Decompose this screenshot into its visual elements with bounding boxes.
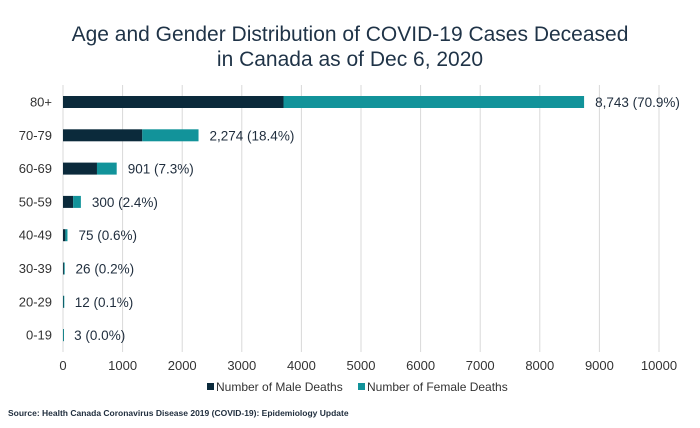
data-label-5: 26 (0.2%) [76, 262, 135, 277]
y-category-label-5: 30-39 [19, 261, 52, 276]
y-category-label-7: 0-19 [26, 328, 52, 343]
y-category-label-0: 80+ [30, 95, 52, 110]
y-category-label-3: 50-59 [19, 194, 52, 209]
y-category-label-4: 40-49 [19, 228, 52, 243]
data-label-0: 8,743 (70.9%) [595, 95, 680, 110]
y-category-label-6: 20-29 [19, 294, 52, 309]
x-tick-label-9: 9000 [585, 358, 614, 373]
bar-female-6 [63, 295, 65, 308]
bar-male-1 [63, 129, 143, 142]
bar-male-0 [63, 96, 284, 108]
data-label-2: 901 (7.3%) [128, 162, 194, 177]
bar-female-1 [142, 129, 199, 142]
y-category-label-2: 60-69 [19, 161, 52, 176]
chart-title: Age and Gender Distribution of COVID-19 … [0, 22, 700, 72]
bar-male-2 [63, 162, 97, 175]
data-label-7: 3 (0.0%) [74, 328, 125, 343]
x-tick-label-5: 5000 [347, 358, 376, 373]
bar-male-6 [63, 295, 64, 308]
y-category-label-1: 70-79 [19, 128, 52, 143]
legend-swatch-female [358, 383, 365, 390]
bar-male-5 [63, 262, 64, 275]
chart-title-line-1: Age and Gender Distribution of COVID-19 … [71, 23, 629, 46]
bar-female-7 [63, 329, 64, 342]
x-tick-label-6: 6000 [406, 358, 435, 373]
x-tick-label-1: 1000 [108, 358, 137, 373]
bar-male-3 [63, 195, 74, 208]
bar-male-4 [63, 229, 66, 242]
bar-female-4 [65, 229, 68, 242]
data-label-4: 75 (0.6%) [78, 228, 137, 243]
bar-female-0 [283, 96, 585, 108]
x-tick-label-4: 4000 [287, 358, 316, 373]
bar-female-2 [96, 162, 117, 175]
x-tick-label-7: 7000 [466, 358, 495, 373]
bar-female-3 [73, 195, 81, 208]
chart-canvas: 0 1000 2000 3000 4000 5000 6000 7000 8000 9000 100… [19, 85, 680, 394]
legend-label-female: Number of Female Deaths [367, 380, 508, 394]
bar-female-5 [63, 262, 65, 275]
data-label-6: 12 (0.1%) [75, 295, 134, 310]
x-tick-label-10: 10000 [641, 358, 677, 373]
x-tick-label-8: 8000 [525, 358, 554, 373]
legend-swatch-male [207, 383, 214, 390]
x-tick-label-3: 3000 [227, 358, 256, 373]
x-tick-label-2: 2000 [168, 358, 197, 373]
source-note: Source: Health Canada Coronavirus Diseas… [8, 408, 349, 418]
x-tick-label-0: 0 [59, 358, 66, 373]
data-label-3: 300 (2.4%) [92, 195, 158, 210]
chart-title-line-2: in Canada as of Dec 6, 2020 [216, 48, 484, 71]
data-label-1: 2,274 (18.4%) [210, 128, 295, 143]
legend-label-male: Number of Male Deaths [216, 380, 343, 394]
